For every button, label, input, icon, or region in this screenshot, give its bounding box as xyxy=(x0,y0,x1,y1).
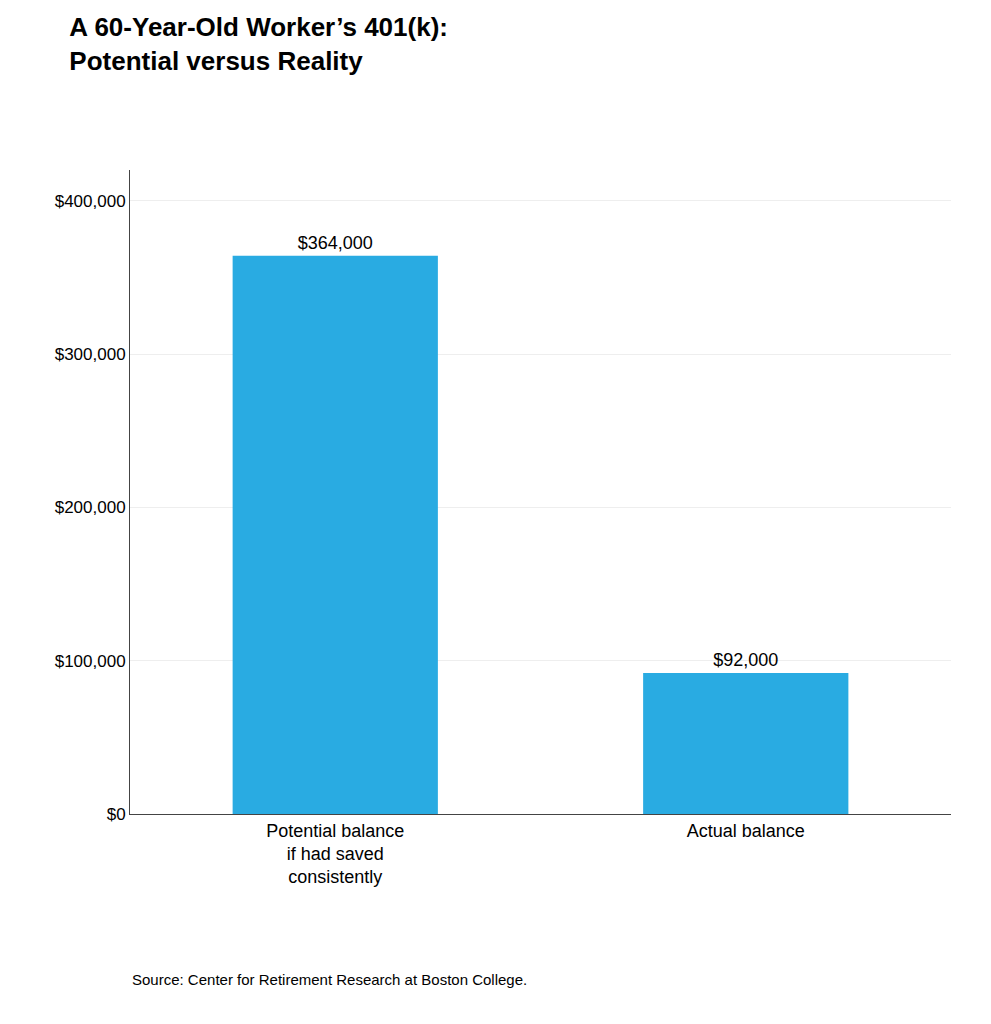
svg-text:Potential balanceif had savedc: Potential balanceif had savedconsistentl… xyxy=(266,821,404,888)
svg-text:$364,000: $364,000 xyxy=(298,233,373,253)
svg-text:$200,000: $200,000 xyxy=(55,498,126,517)
svg-text:$100,000: $100,000 xyxy=(55,652,126,671)
svg-text:$400,000: $400,000 xyxy=(55,192,126,211)
svg-text:Actual balance: Actual balance xyxy=(687,821,805,841)
svg-text:A 60-Year-Old Worker’s 401(k):: A 60-Year-Old Worker’s 401(k):Potential … xyxy=(69,12,448,76)
svg-text:$0: $0 xyxy=(107,805,126,824)
svg-text:$300,000: $300,000 xyxy=(55,345,126,364)
svg-text:$92,000: $92,000 xyxy=(713,650,778,670)
svg-text:Source: Center for Retirement: Source: Center for Retirement Research a… xyxy=(132,971,527,988)
